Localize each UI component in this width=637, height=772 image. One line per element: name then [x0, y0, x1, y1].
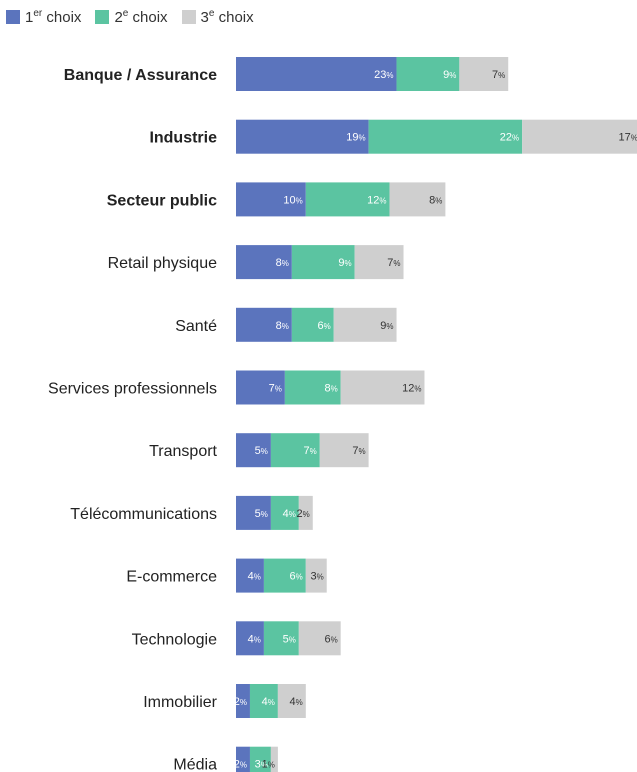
bar-segment-media-s3	[270, 746, 278, 772]
data-label-retail-physique-s1: 8%	[276, 257, 289, 269]
data-label-transport-s3: 7%	[352, 445, 365, 457]
category-label-secteur-public: Secteur public	[107, 192, 217, 209]
bar-segment-media-s2	[249, 746, 271, 772]
category-label-retail-physique: Retail physique	[108, 255, 218, 272]
data-label-industrie-s2: 22%	[500, 132, 519, 144]
category-label-technologie: Technologie	[132, 631, 218, 648]
data-label-telecommunications-s1: 5%	[255, 508, 268, 520]
data-label-services-professionnels-s3: 12%	[402, 383, 421, 395]
bar-segment-retail-physique-s1	[236, 245, 292, 280]
legend-label-3e: 3e choix	[200, 8, 254, 26]
data-label-technologie-s2: 5%	[283, 633, 296, 645]
data-label-transport-s2: 7%	[304, 445, 317, 457]
bar-segment-media-s1	[236, 746, 250, 772]
data-label-sante-s2: 6%	[317, 320, 330, 332]
bar-segment-banque-assurance-s2	[396, 57, 460, 91]
data-label-media-s3: 1%	[262, 759, 275, 771]
bar-segment-e-commerce-s1	[236, 558, 264, 593]
bar-segment-technologie-s2	[263, 621, 299, 656]
data-label-industrie-s3: 17%	[618, 132, 637, 144]
bar-segment-secteur-public-s2	[305, 182, 390, 217]
data-label-retail-physique-s3: 7%	[387, 257, 400, 269]
data-label-immobilier-s1: 2%	[234, 696, 247, 708]
bar-segment-services-professionnels-s1	[236, 370, 285, 405]
bar-segment-immobilier-s3	[277, 684, 306, 718]
bar-segment-banque-assurance-s1	[236, 57, 397, 91]
bar-segment-retail-physique-s2	[291, 245, 355, 280]
bar-segment-secteur-public-s3	[389, 182, 446, 217]
bar-segment-services-professionnels-s2	[284, 370, 341, 405]
data-label-e-commerce-s3: 3%	[310, 571, 323, 583]
bar-segment-technologie-s3	[298, 621, 341, 656]
bar-segment-transport-s3	[319, 433, 369, 468]
category-label-transport: Transport	[149, 443, 217, 460]
data-label-e-commerce-s2: 6%	[290, 571, 303, 583]
category-label-media: Média	[173, 757, 217, 772]
legend-swatch-3e	[181, 10, 196, 24]
data-label-e-commerce-s1: 4%	[248, 571, 261, 583]
data-label-banque-assurance-s3: 7%	[492, 69, 505, 81]
category-label-industrie: Industrie	[149, 130, 217, 147]
legend-label-2e: 2e choix	[114, 8, 168, 26]
data-label-telecommunications-s3: 2%	[297, 508, 310, 520]
category-label-banque-assurance: Banque / Assurance	[64, 67, 217, 84]
data-label-immobilier-s3: 4%	[290, 696, 303, 708]
data-label-technologie-s3: 6%	[324, 633, 337, 645]
bar-segment-sante-s3	[333, 307, 397, 342]
bar-segment-transport-s2	[270, 433, 320, 468]
data-label-immobilier-s2: 4%	[262, 696, 275, 708]
category-label-immobilier: Immobilier	[143, 694, 217, 711]
data-label-banque-assurance-s1: 23%	[374, 69, 393, 81]
bar-segment-transport-s1	[236, 433, 271, 468]
legend: 1er choix 2e choix 3e choix	[6, 8, 254, 26]
bar-segment-banque-assurance-s3	[459, 57, 509, 91]
category-label-services-professionnels: Services professionnels	[48, 381, 217, 398]
data-label-secteur-public-s1: 10%	[283, 194, 302, 206]
data-label-banque-assurance-s2: 9%	[443, 69, 456, 81]
category-label-e-commerce: E-commerce	[126, 569, 217, 586]
bar-segment-technologie-s1	[236, 621, 264, 656]
bar-segment-retail-physique-s3	[354, 245, 404, 280]
bar-segment-e-commerce-s3	[305, 558, 327, 593]
data-label-industrie-s1: 19%	[346, 132, 365, 144]
category-label-sante: Santé	[175, 318, 217, 335]
legend-item-2e: 2e choix	[95, 8, 168, 26]
bar-segment-e-commerce-s2	[263, 558, 306, 593]
data-label-secteur-public-s2: 12%	[367, 194, 386, 206]
bar-segment-industrie-s3	[522, 119, 637, 154]
legend-item-1er: 1er choix	[6, 8, 81, 26]
bar-segment-sante-s1	[236, 307, 292, 342]
bar-segment-telecommunications-s1	[236, 495, 271, 530]
bar-segment-industrie-s2	[368, 119, 523, 154]
data-label-technologie-s1: 4%	[248, 633, 261, 645]
data-label-media-s2: 3%	[255, 759, 268, 771]
data-label-secteur-public-s3: 8%	[429, 194, 442, 206]
data-label-services-professionnels-s2: 8%	[324, 383, 337, 395]
category-label-telecommunications: Télécommunications	[70, 506, 217, 523]
data-label-sante-s3: 9%	[380, 320, 393, 332]
bar-segment-immobilier-s2	[249, 684, 278, 718]
data-label-transport-s1: 5%	[255, 445, 268, 457]
data-label-services-professionnels-s1: 7%	[269, 383, 282, 395]
bar-segment-services-professionnels-s3	[340, 370, 425, 405]
legend-item-3e: 3e choix	[181, 8, 254, 26]
legend-label-1er: 1er choix	[25, 8, 82, 26]
bar-segment-immobilier-s1	[236, 684, 250, 718]
legend-swatch-2e	[95, 10, 110, 24]
data-label-sante-s1: 8%	[276, 320, 289, 332]
bar-segment-telecommunications-s3	[298, 495, 313, 530]
data-label-media-s1: 2%	[234, 759, 247, 771]
legend-swatch-1er	[6, 10, 20, 24]
data-label-retail-physique-s2: 9%	[338, 257, 351, 269]
bar-segment-telecommunications-s2	[270, 495, 299, 530]
bar-segment-secteur-public-s1	[236, 182, 306, 217]
data-label-telecommunications-s2: 4%	[283, 508, 296, 520]
bar-segment-sante-s2	[291, 307, 334, 342]
bar-segment-industrie-s1	[236, 119, 369, 154]
